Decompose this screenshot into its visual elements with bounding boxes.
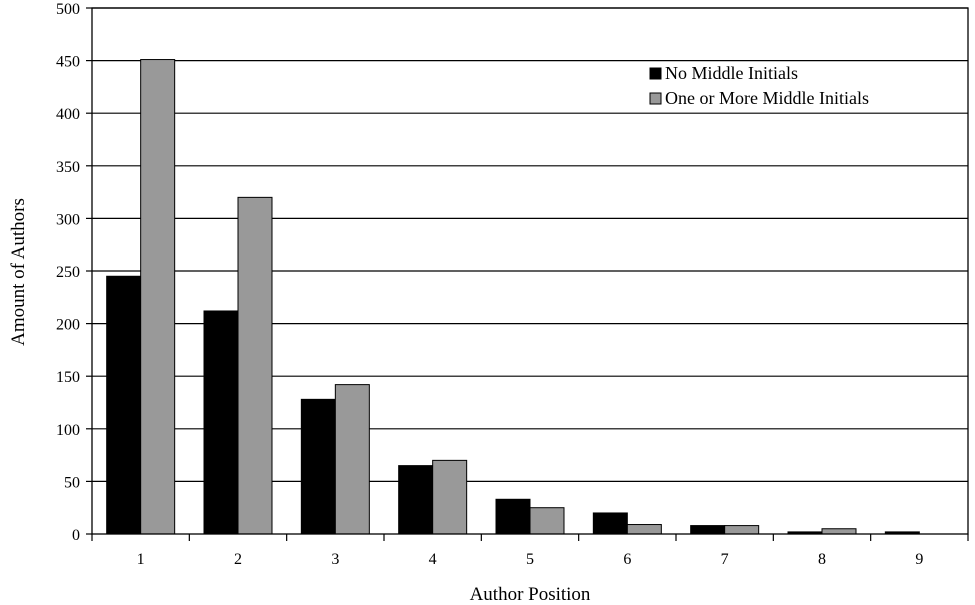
x-tick-label: 3	[331, 551, 339, 568]
bars	[106, 59, 920, 535]
legend: No Middle Initials One or More Middle In…	[649, 63, 869, 108]
bar-series-2-pos-3	[334, 384, 370, 535]
bar-series-2-pos-5	[529, 507, 565, 535]
legend-label-middle-initials: One or More Middle Initials	[665, 88, 869, 108]
bar-series-1-pos-7	[690, 525, 726, 535]
plot-frame	[91, 7, 969, 535]
y-tick-label: 50	[64, 474, 80, 491]
bar-series-1-pos-2	[203, 310, 239, 535]
bar-series-1-pos-3	[300, 398, 336, 535]
y-tick-label: 450	[56, 54, 80, 71]
y-tick-label: 300	[56, 211, 80, 228]
x-tick-label: 1	[137, 551, 145, 568]
axes	[86, 7, 969, 541]
y-tick-label: 350	[56, 159, 80, 176]
y-tick-label: 200	[56, 317, 80, 334]
x-tick-label: 9	[915, 551, 923, 568]
y-tick-labels: 0 50 100 150 200 250 300 350 400 450 500	[56, 1, 80, 544]
bar-series-2-pos-4	[432, 459, 468, 535]
y-tick-label: 250	[56, 264, 80, 281]
y-tick-label: 0	[72, 527, 80, 544]
x-tick-label: 8	[818, 551, 826, 568]
bar-series-2-pos-6	[626, 524, 662, 535]
y-tick-label: 100	[56, 422, 80, 439]
legend-swatch-no-middle-initials	[649, 67, 662, 80]
x-tick-label: 7	[721, 551, 729, 568]
x-tick-label: 6	[623, 551, 631, 568]
x-tick-label: 5	[526, 551, 534, 568]
bar-series-1-pos-4	[398, 465, 434, 535]
bar-series-1-pos-1	[106, 275, 142, 535]
bar-series-2-pos-7	[724, 525, 760, 535]
y-axis-title: Amount of Authors	[8, 198, 29, 346]
bar-series-1-pos-5	[495, 498, 531, 535]
y-tick-label: 400	[56, 106, 80, 123]
x-tick-labels: 1 2 3 4 5 6 7 8 9	[137, 551, 924, 568]
x-tick-label: 2	[234, 551, 242, 568]
x-axis-title: Author Position	[470, 584, 591, 605]
x-tick-label: 4	[429, 551, 437, 568]
legend-swatch-middle-initials	[649, 92, 662, 105]
bar-series-2-pos-8	[821, 528, 857, 535]
y-tick-label: 500	[56, 1, 80, 18]
bar-series-2-pos-2	[237, 196, 273, 535]
bar-series-2-pos-1	[140, 59, 176, 535]
legend-label-no-middle-initials: No Middle Initials	[665, 63, 798, 83]
y-tick-label: 150	[56, 369, 80, 386]
bar-series-1-pos-6	[592, 512, 628, 535]
